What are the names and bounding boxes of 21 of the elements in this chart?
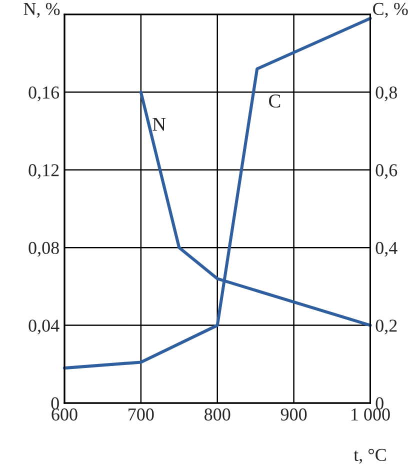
y-tick-label: 0 [51,397,59,410]
line-series [62,16,372,370]
x-tick-label: 600 [52,408,78,421]
series-label: N [152,118,166,131]
y2-tick-label: 0,8 [376,86,397,102]
x-tick-label: 900 [280,408,307,421]
x-tick-label: 700 [128,408,154,421]
x-axis-title: t, °C [354,448,386,464]
x-tick-label: 800 [204,408,230,421]
y-tick-label: 0,08 [28,242,59,257]
y2-tick-label: 0,4 [376,242,398,257]
y-axis-title: N, % [24,2,60,18]
y-tick-label: 0,04 [28,320,60,334]
series-label: C [269,94,280,108]
y2-tick-label: 0 [376,397,384,410]
y2-tick-label: 0,2 [376,320,397,334]
x-tick-label: 1 000 [352,408,390,421]
y-tick-label: 0,16 [28,86,60,102]
y2-axis-title: C, % [373,2,408,18]
y2-tick-label: 0,6 [376,164,398,179]
y-tick-label: 0,12 [28,164,59,179]
